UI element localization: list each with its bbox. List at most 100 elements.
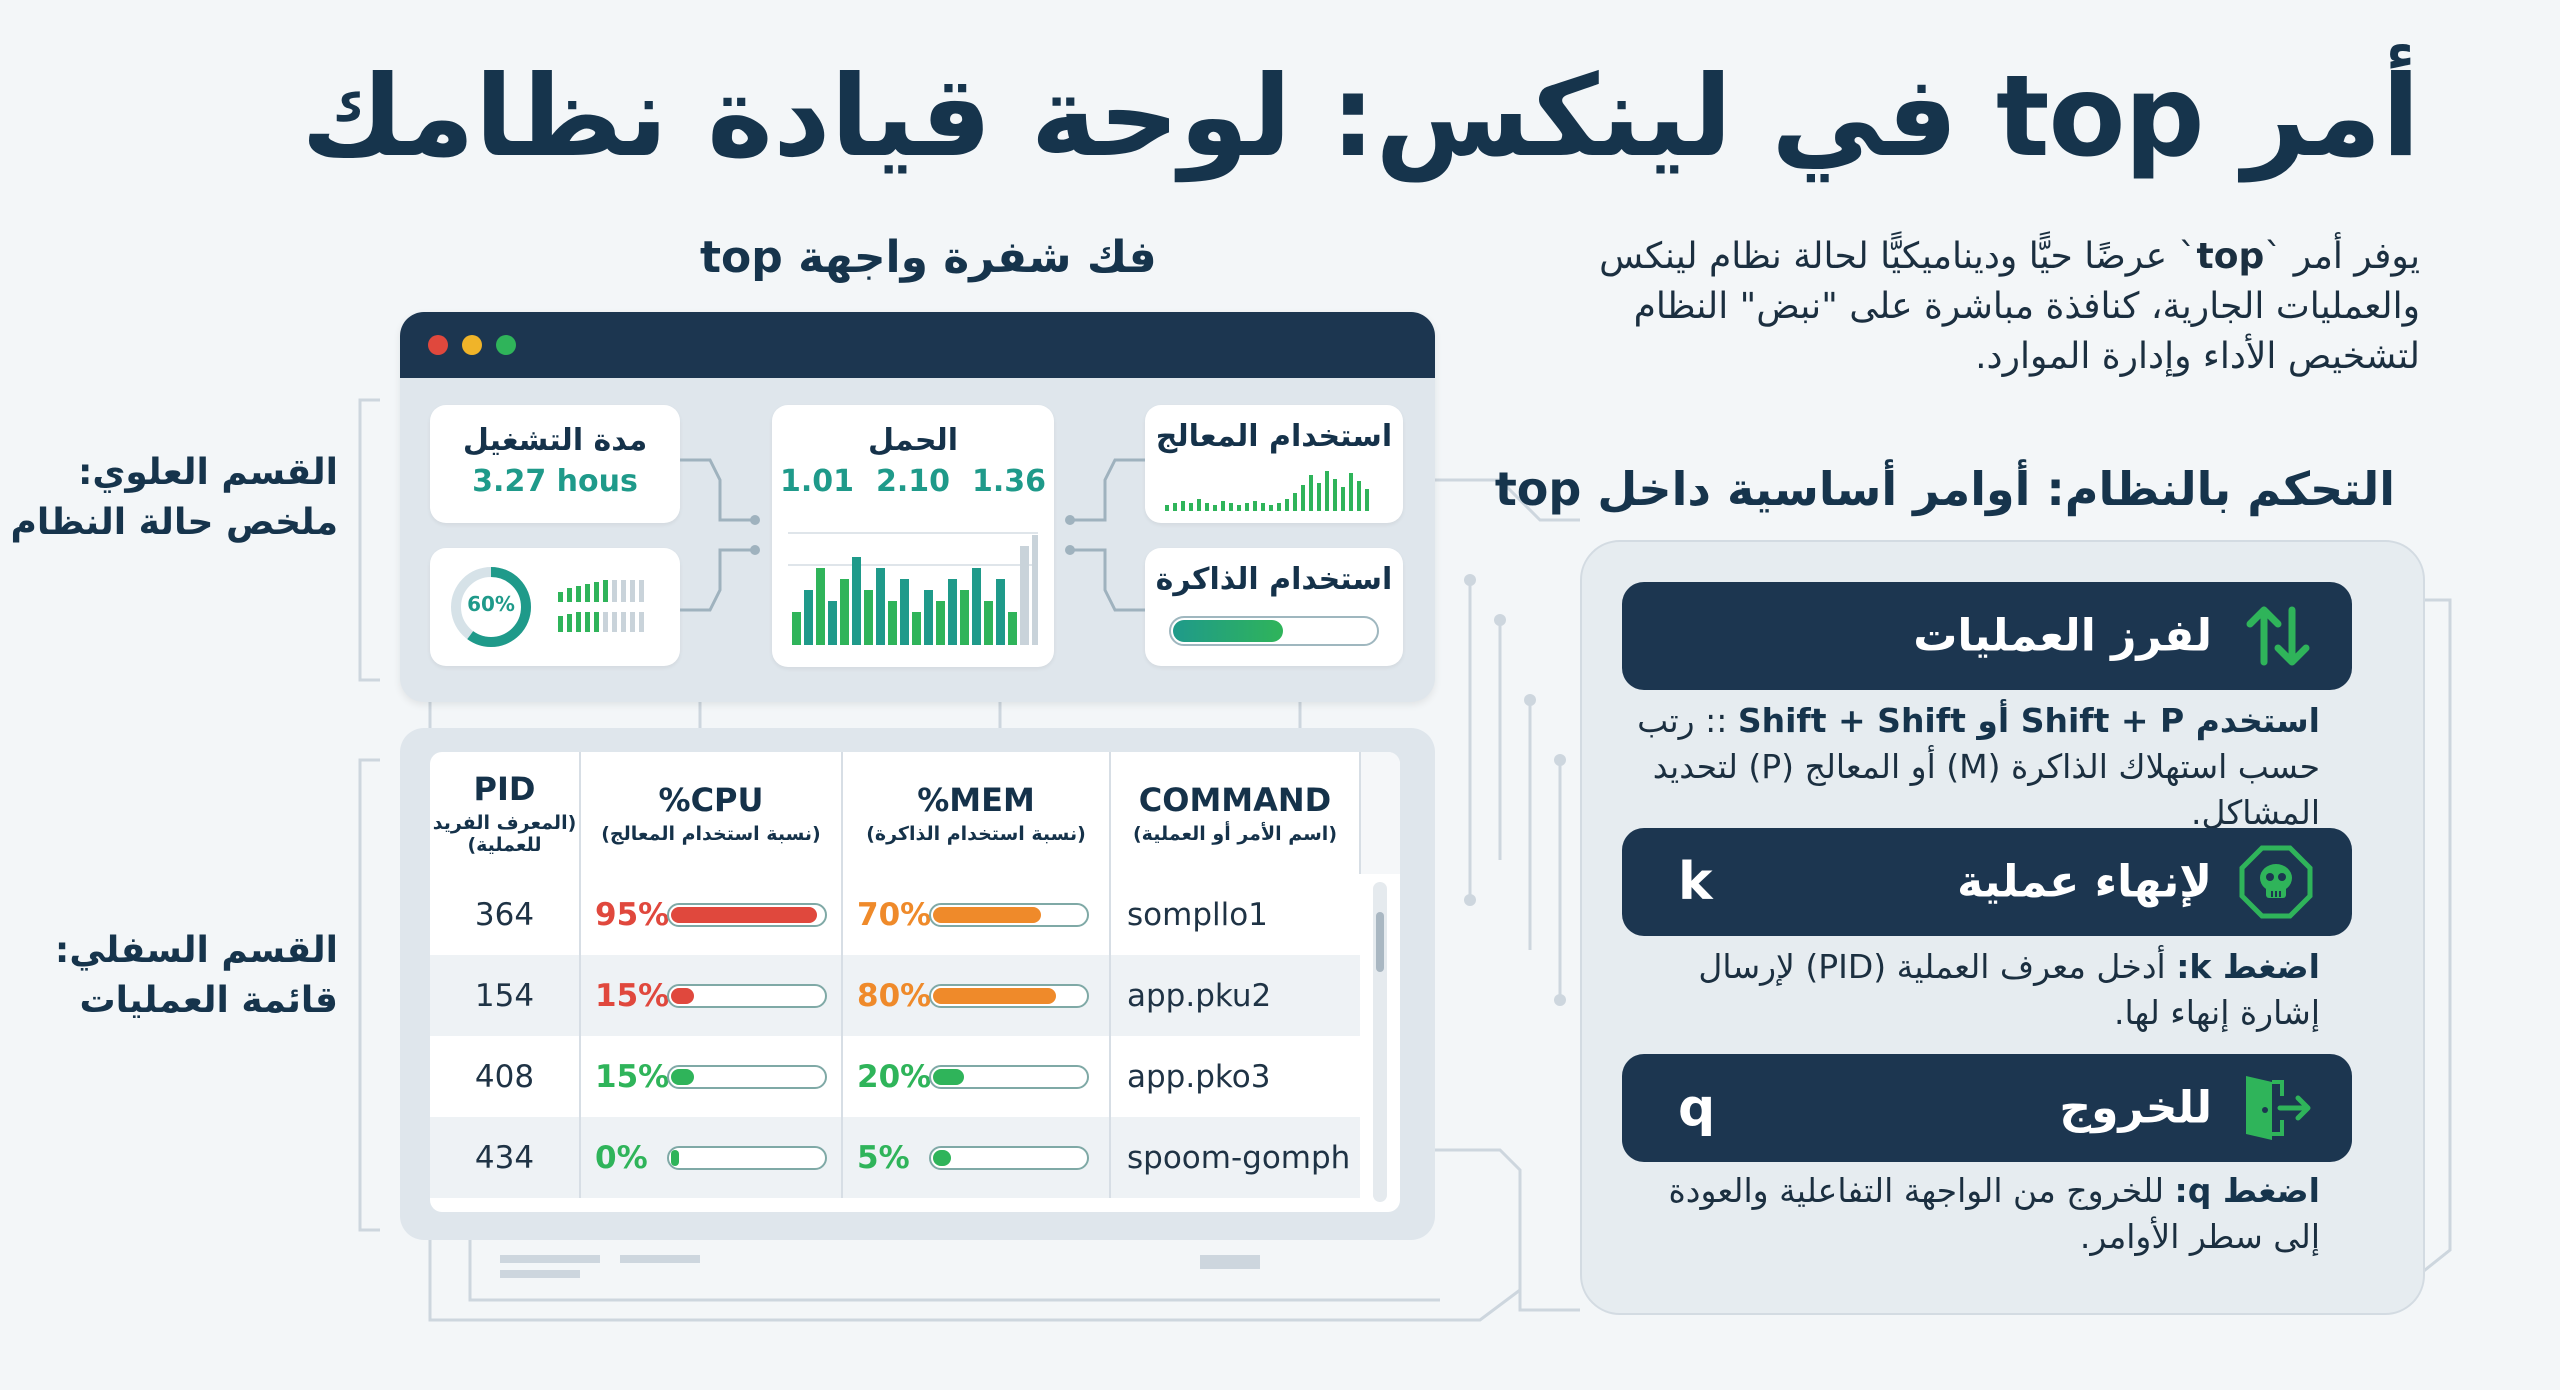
load-5min: 2.10 (875, 464, 951, 499)
cpu-cell: 15% (580, 955, 843, 1036)
load-values: 1.01 2.10 1.36 (772, 464, 1054, 499)
upper-section-title: القسم العلوي: (78, 452, 338, 493)
kill-process-button[interactable]: لإنهاء عملية k (1622, 828, 2352, 936)
col-header-mem-label: %MEM (917, 781, 1035, 819)
sort-processes-label: لفرز العمليات (1913, 610, 2212, 662)
pid-cell: 408 (430, 1036, 581, 1117)
pid-cell: 154 (430, 955, 581, 1036)
table-row[interactable]: 434 0% 5% spoom-gomph (430, 1117, 1400, 1198)
page-title: أمر top في لينكس: لوحة قيادة نظامك (301, 52, 2421, 182)
cpu-cell: 0% (580, 1117, 843, 1198)
mem-bar (929, 902, 1089, 927)
mem-percent: 70% (857, 896, 932, 933)
control-commands-title: التحكم بالنظام: أوامر أساسية داخل top (1494, 462, 2395, 516)
load-15min: 1.36 (972, 464, 1047, 499)
mem-percent: 20% (857, 1058, 932, 1095)
gauge-card: 60% (430, 548, 680, 666)
cpu-bar (667, 1145, 827, 1170)
gauge-ring-icon (451, 567, 531, 647)
cpu-bar (667, 983, 827, 1008)
quit-key: q (1678, 1078, 1716, 1138)
memory-progress-bar (1169, 616, 1379, 646)
kill-process-desc-bold: اضغط k: (2176, 947, 2320, 986)
mem-bar (929, 1064, 1089, 1089)
kill-process-desc: اضغط k: أدخل معرف العملية (PID) لإرسال إ… (1630, 944, 2320, 1036)
command-cell: app.pku2 (1110, 955, 1360, 1036)
intro-command: top (2196, 236, 2265, 277)
decode-interface-title: فك شفرة واجهة top (700, 232, 1157, 283)
lower-section-label: القسم السفلي: قائمة العمليات (55, 926, 338, 1026)
quit-desc-rest: للخروج من الواجهة التفاعلية والعودة إلى … (1668, 1171, 2320, 1256)
col-header-mem[interactable]: %MEM (نسبة استخدام الذاكرة) (842, 752, 1111, 874)
col-header-cpu-label: %CPU (658, 781, 764, 819)
col-header-cpu-desc: (نسبة استخدام المعالج) (601, 823, 821, 845)
col-header-pid[interactable]: PID (المعرف الفريد للعملية) (430, 752, 581, 874)
process-table: PID (المعرف الفريد للعملية) %CPU (نسبة ا… (430, 752, 1400, 1212)
memory-progress-fill (1173, 620, 1283, 642)
cpu-usage-title: استخدام المعالج (1155, 419, 1393, 454)
sort-processes-desc: استخدم Shift + P أو Shift + Shift :: رتب… (1630, 698, 2320, 836)
command-cell: sompllo1 (1127, 896, 1268, 933)
quit-button[interactable]: للخروج q (1622, 1054, 2352, 1162)
cpu-cell: 95% (580, 874, 843, 955)
col-header-command-desc: (اسم الأمر أو العملية) (1132, 823, 1338, 845)
mem-cell: 70% (842, 874, 1111, 955)
upper-section-label: القسم العلوي: ملخص حالة النظام (11, 448, 338, 548)
table-row[interactable]: 364 95% 70% sompllo1 (430, 874, 1400, 955)
mem-cell: 80% (842, 955, 1111, 1036)
col-header-pid-label: PID (473, 770, 536, 808)
cpu-usage-card: استخدام المعالج (1145, 405, 1403, 523)
sort-processes-desc-bold: استخدم Shift + P أو Shift + Shift (1737, 701, 2320, 740)
cpu-percent: 95% (595, 896, 670, 933)
pid-cell: 434 (430, 1117, 581, 1198)
col-header-command-label: COMMAND (1138, 781, 1332, 819)
minimize-dot-icon[interactable] (462, 335, 482, 355)
cpu-bar (667, 1064, 827, 1089)
lower-section-title: القسم السفلي: (54, 930, 338, 971)
kill-process-key: k (1678, 852, 1713, 912)
col-header-mem-desc: (نسبة استخدام الذاكرة) (866, 823, 1086, 845)
command-cell: spoom-gomph (1110, 1117, 1360, 1198)
mem-percent: 5% (857, 1139, 910, 1176)
sort-arrows-icon (2246, 606, 2310, 666)
uptime-card: مدة التشغيل 3.27 hous (430, 405, 680, 523)
exit-door-icon (2246, 1076, 2311, 1140)
kill-process-label: لإنهاء عملية (1957, 856, 2212, 908)
table-scrollbar[interactable] (1360, 752, 1400, 1202)
gauge-value: 60% (467, 592, 515, 616)
kill-process-desc-rest: أدخل معرف العملية (PID) لإرسال إشارة إنه… (1698, 947, 2320, 1032)
load-title: الحمل (867, 423, 959, 458)
cpu-bar (667, 902, 827, 927)
intro-suffix: ` عرضًا حيًّا وديناميكيًّا لحالة نظام لي… (1599, 236, 2420, 377)
table-row[interactable]: 408 15% 20% app.pko3 (430, 1036, 1400, 1117)
upper-section-subtitle: ملخص حالة النظام (10, 502, 338, 543)
mem-cell: 5% (842, 1117, 1111, 1198)
mini-bars-icon (558, 580, 644, 632)
cpu-percent: 0% (595, 1139, 648, 1176)
window-titlebar (400, 312, 1435, 378)
table-header-row: PID (المعرف الفريد للعملية) %CPU (نسبة ا… (430, 752, 1400, 1202)
sort-processes-button[interactable]: لفرز العمليات (1622, 582, 2352, 690)
quit-label: للخروج (2059, 1082, 2212, 1134)
quit-desc-bold: اضغط q: (2174, 1171, 2320, 1210)
memory-usage-card: استخدام الذاكرة (1145, 548, 1403, 666)
uptime-value: 3.27 hous (472, 464, 638, 499)
command-cell: app.pko3 (1127, 1058, 1271, 1095)
mem-percent: 80% (857, 977, 932, 1014)
uptime-title: مدة التشغيل (462, 423, 648, 458)
close-dot-icon[interactable] (428, 335, 448, 355)
load-1min: 1.01 (779, 464, 854, 499)
skull-icon (2239, 845, 2313, 919)
cpu-percent: 15% (595, 1058, 670, 1095)
col-header-command[interactable]: COMMAND (اسم الأمر أو العملية) (1110, 752, 1361, 874)
table-row[interactable]: 154 15% 80% app.pku2 (430, 955, 1400, 1036)
mem-cell: 20% (842, 1036, 1111, 1117)
col-header-pid-desc: (المعرف الفريد للعملية) (432, 812, 577, 856)
sort-processes-desc-rest: :: رتب حسب استهلاك الذاكرة (M) أو المعال… (1637, 701, 2320, 832)
memory-usage-title: استخدام الذاكرة (1155, 562, 1393, 597)
col-header-cpu[interactable]: %CPU (نسبة استخدام المعالج) (580, 752, 843, 874)
quit-desc: اضغط q: للخروج من الواجهة التفاعلية والع… (1630, 1168, 2320, 1260)
maximize-dot-icon[interactable] (496, 335, 516, 355)
cpu-cell: 15% (580, 1036, 843, 1117)
cpu-sparkline (1165, 471, 1369, 511)
